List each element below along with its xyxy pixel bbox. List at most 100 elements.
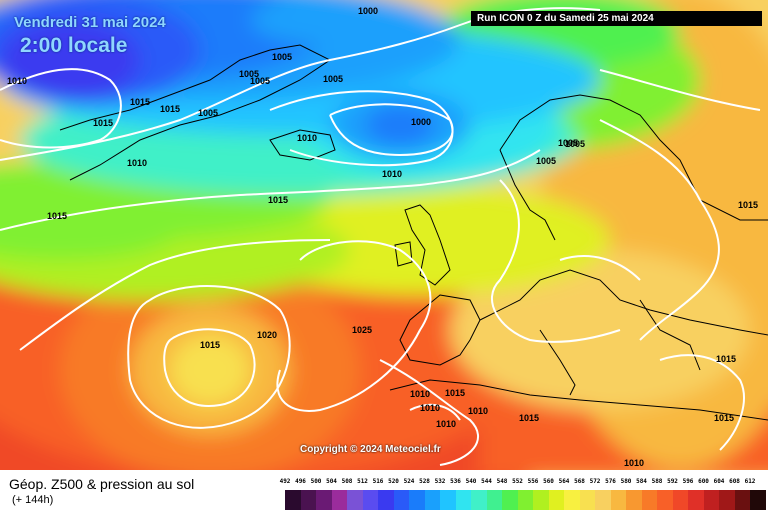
isobar-label: 1015 <box>268 195 288 205</box>
isobar-label: 1010 <box>420 403 440 413</box>
isobar-label: 1005 <box>272 52 292 62</box>
scale-value: 580 <box>620 478 632 485</box>
color-scale-swatches <box>285 490 766 510</box>
forecast-date: Vendredi 31 mai 2024 <box>14 14 166 31</box>
isobar-label: 1015 <box>93 118 113 128</box>
isobar-label: 1010 <box>127 158 147 168</box>
scale-swatch <box>688 490 704 510</box>
scale-swatch <box>517 490 533 510</box>
isobar-label: 1010 <box>410 389 430 399</box>
scale-swatch <box>316 490 332 510</box>
scale-value: 560 <box>543 478 554 485</box>
scale-value: 584 <box>636 478 647 485</box>
scale-swatch <box>486 490 502 510</box>
isobar-label: 1005 <box>565 139 585 149</box>
scale-swatch <box>362 490 378 510</box>
scale-swatch <box>719 490 735 510</box>
scale-value: 528 <box>419 478 430 485</box>
isobar-label: 1015 <box>445 388 465 398</box>
scale-swatch <box>564 490 580 510</box>
scale-swatch <box>440 490 456 510</box>
scale-value: 548 <box>496 478 508 485</box>
scale-swatch <box>626 490 642 510</box>
isobar-label: 1010 <box>468 406 488 416</box>
scale-value: 496 <box>295 478 306 485</box>
scale-swatch <box>502 490 518 510</box>
scale-swatch <box>672 490 688 510</box>
scale-swatch <box>641 490 657 510</box>
scale-swatch <box>610 490 626 510</box>
scale-value: 596 <box>682 478 694 485</box>
scale-value: 556 <box>527 478 539 485</box>
scale-value: 508 <box>341 478 353 485</box>
isobar-label: 1015 <box>714 413 734 423</box>
scale-value: 600 <box>698 478 709 485</box>
legend-panel: Géop. Z500 & pression au sol (+ 144h) 49… <box>0 470 768 512</box>
isobar-label: 1005 <box>250 76 270 86</box>
scale-swatch <box>300 490 316 510</box>
isobar-label: 1010 <box>382 169 402 179</box>
scale-value: 552 <box>512 478 523 485</box>
copyright-notice: Copyright © 2024 Meteociel.fr <box>300 444 441 455</box>
scale-value: 500 <box>310 478 322 485</box>
isobars <box>0 7 761 466</box>
isobar-label: 1005 <box>558 138 578 148</box>
map-canvas: 1000100010051005100510051005100510051005… <box>0 0 768 470</box>
isobar-label: 1015 <box>738 200 758 210</box>
scale-swatch <box>703 490 719 510</box>
scale-swatch <box>347 490 363 510</box>
isobar-label: 1005 <box>198 108 218 118</box>
scale-value: 492 <box>279 478 291 485</box>
scale-swatch <box>424 490 440 510</box>
scale-swatch <box>409 490 425 510</box>
isobar-label: 1020 <box>257 330 277 340</box>
scale-swatch <box>548 490 564 510</box>
geopotential-field <box>0 0 768 470</box>
scale-value: 516 <box>372 478 384 485</box>
scale-value: 588 <box>651 478 663 485</box>
local-time: 2:00 locale <box>20 34 128 57</box>
scale-swatch <box>579 490 595 510</box>
isobar-label: 1010 <box>7 76 27 86</box>
isobar-label: 1015 <box>716 354 736 364</box>
isobar-labels: 1000100010051005100510051005100510051005… <box>7 6 758 468</box>
scale-value: 576 <box>605 478 616 485</box>
forecast-map: 1000100010051005100510051005100510051005… <box>0 0 768 470</box>
isobar-label: 1010 <box>436 419 456 429</box>
scale-value: 592 <box>667 478 678 485</box>
scale-value: 544 <box>481 478 492 485</box>
scale-swatch <box>331 490 347 510</box>
coastlines <box>59 44 768 421</box>
color-scale-values: 492 496 500 504 508 512 516 520 524 528 532 536 540 5… <box>279 478 756 490</box>
scale-value: 536 <box>450 478 461 485</box>
scale-value: 564 <box>558 478 570 485</box>
color-scale: 492 496 500 504 508 512 516 520 524 528 532 536 540 5… <box>279 478 766 511</box>
isobar-label: 1015 <box>160 104 180 114</box>
scale-value: 568 <box>574 478 585 485</box>
isobar-label: 1005 <box>323 74 343 84</box>
isobar-label: 1000 <box>411 117 431 127</box>
isobar-label: 1000 <box>358 6 378 16</box>
scale-value: 532 <box>434 478 446 485</box>
scale-value: 504 <box>326 478 337 485</box>
scale-value: 512 <box>357 478 368 485</box>
scale-swatch <box>595 490 611 510</box>
isobar-label: 1015 <box>519 413 539 423</box>
scale-value: 612 <box>744 478 756 485</box>
scale-value: 608 <box>729 478 740 485</box>
scale-value: 604 <box>713 478 725 485</box>
scale-swatch <box>285 490 301 510</box>
isobar-label: 1015 <box>47 211 67 221</box>
isobar-label: 1025 <box>352 325 372 335</box>
scale-swatch <box>393 490 409 510</box>
scale-swatch <box>750 490 766 510</box>
isobar-label: 1005 <box>239 69 259 79</box>
map-title: Géop. Z500 & pression au sol <box>9 476 195 492</box>
scale-swatch <box>734 490 750 510</box>
scale-value: 572 <box>589 478 601 485</box>
scale-swatch <box>455 490 471 510</box>
scale-value: 540 <box>465 478 477 485</box>
isobar-label: 1015 <box>130 97 150 107</box>
scale-swatch <box>533 490 549 510</box>
scale-value: 520 <box>388 478 399 485</box>
